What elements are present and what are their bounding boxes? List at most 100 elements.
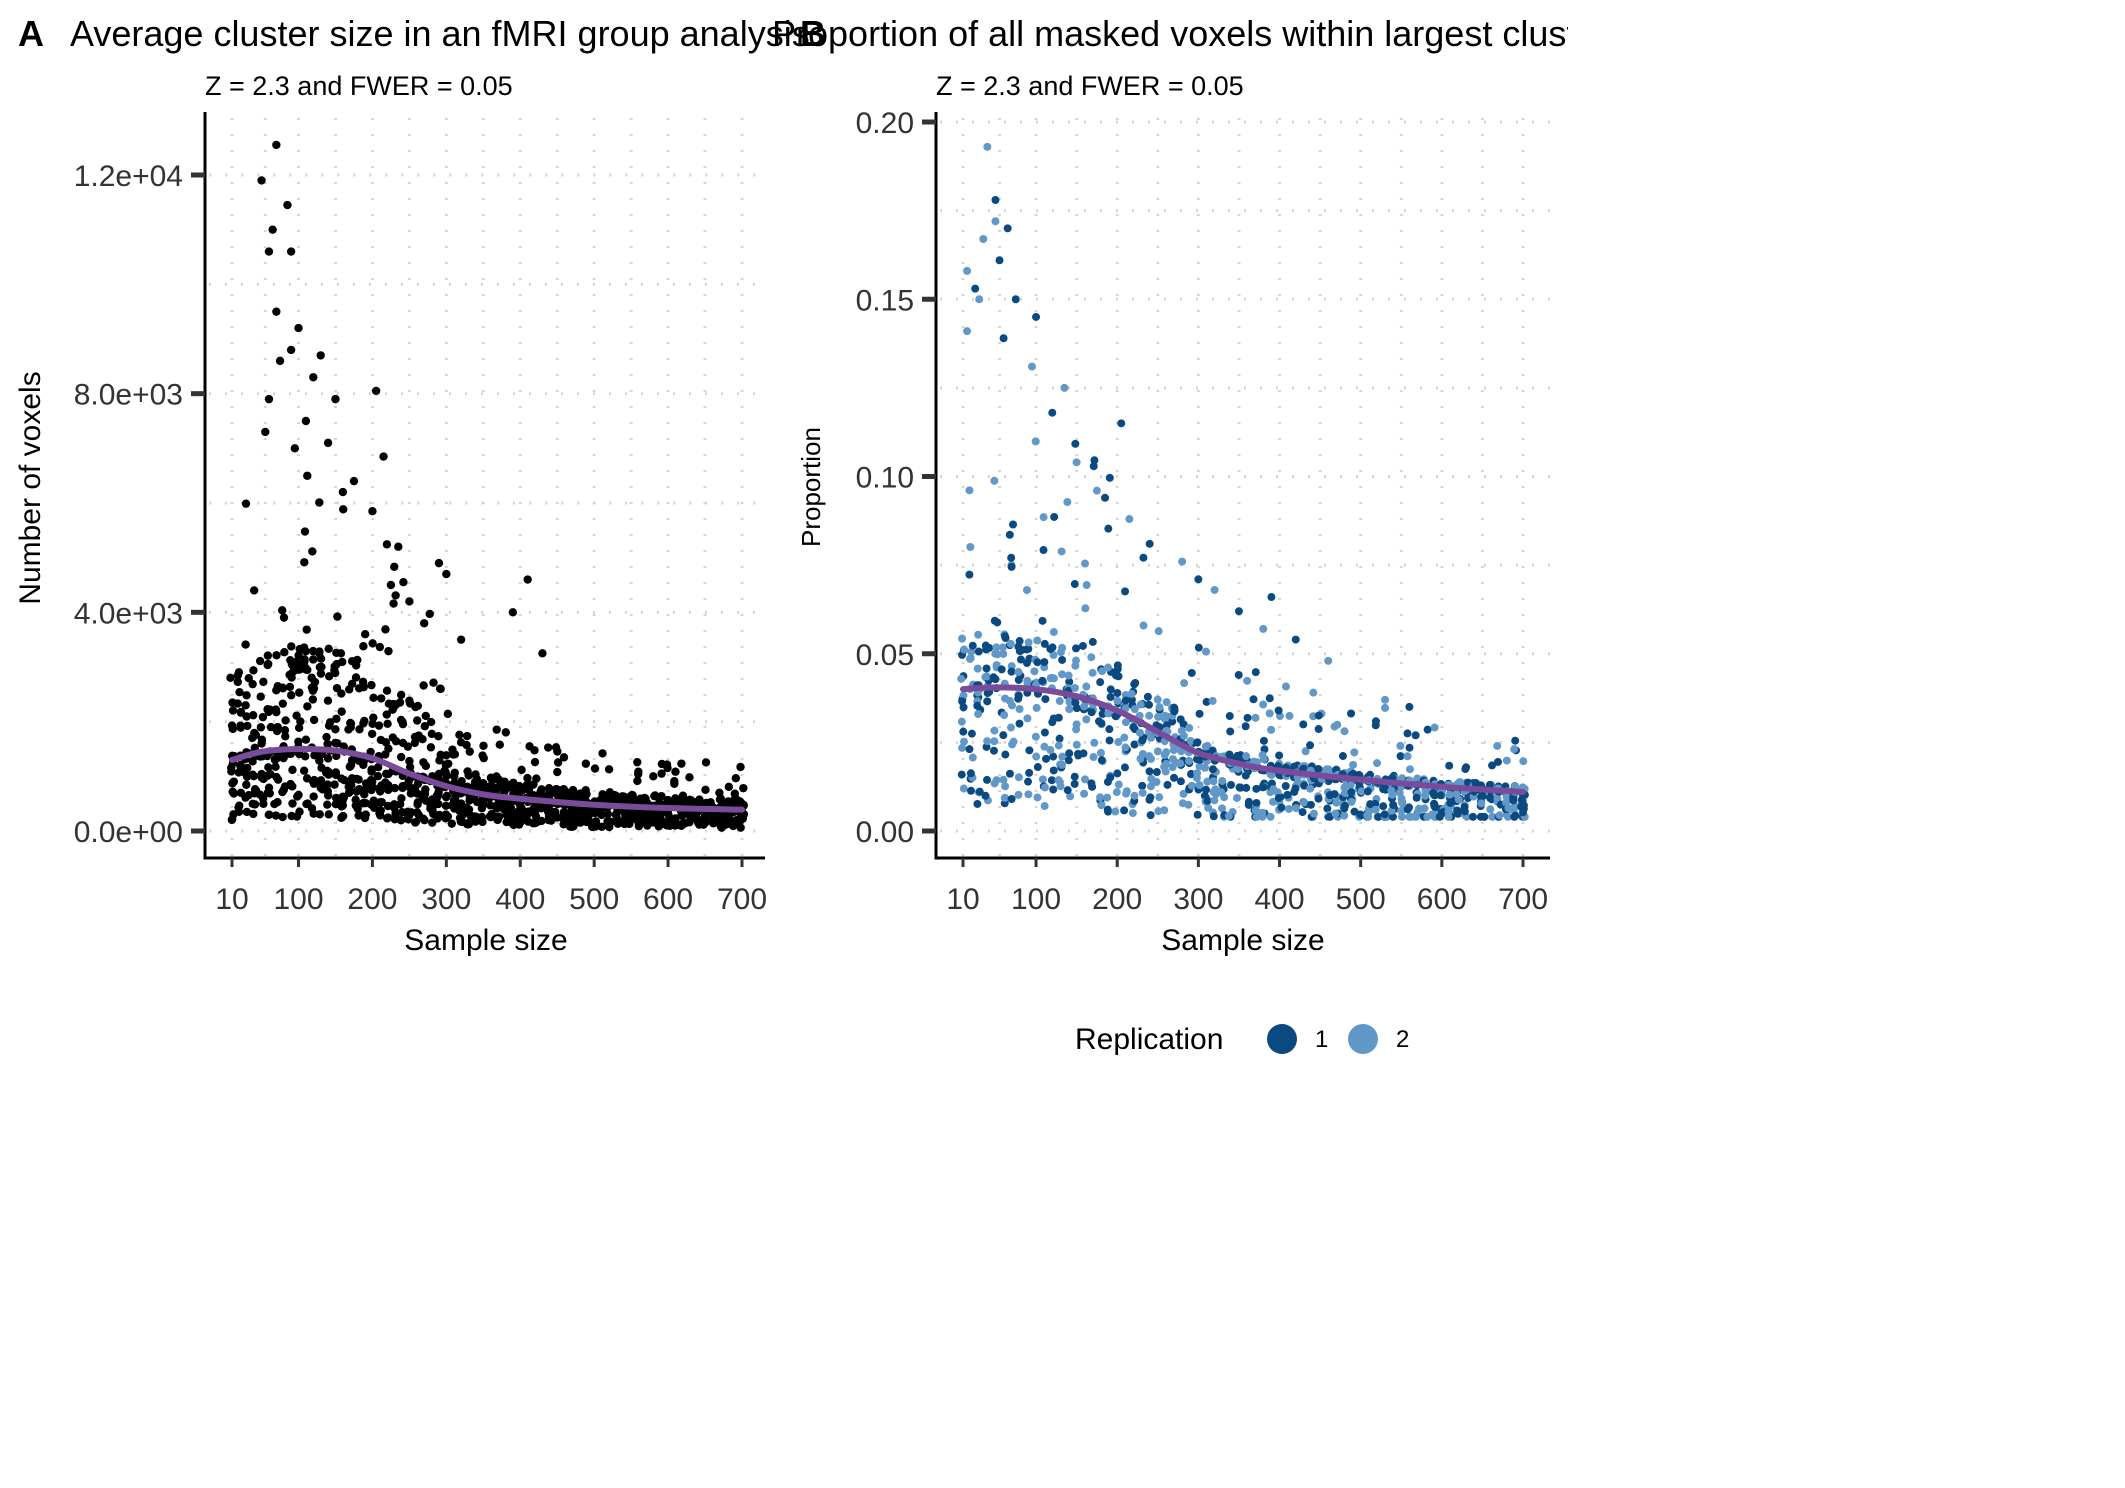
panel-a-point xyxy=(426,717,436,727)
panel-a-point xyxy=(434,787,443,797)
panel-b-point xyxy=(1405,812,1414,821)
panel-b-outlier-point xyxy=(983,142,992,151)
panel-a-point xyxy=(279,613,289,622)
panel-a-point xyxy=(303,471,312,480)
panel-b-point xyxy=(1105,725,1114,734)
panel-b-point xyxy=(1038,616,1047,625)
panel-a-point xyxy=(435,756,444,765)
panel-a-point xyxy=(369,693,378,703)
panel-b-point xyxy=(957,674,966,683)
panel-a-point xyxy=(292,711,301,720)
panel-a-point xyxy=(309,655,318,664)
panel-a-point xyxy=(346,718,355,728)
panel-a-point xyxy=(442,792,451,802)
panel-a-outlier-point xyxy=(379,452,388,461)
panel-a-x-tick-label: 300 xyxy=(421,883,471,916)
panel-a-point xyxy=(517,765,526,775)
panel-a-point xyxy=(242,712,251,721)
panel-b-point xyxy=(1129,723,1138,732)
panel-b-point xyxy=(1162,698,1171,707)
panel-a-point xyxy=(633,776,642,786)
panel-b-point xyxy=(1504,812,1513,821)
panel-b-point xyxy=(1395,788,1404,797)
panel-b-point xyxy=(990,476,999,485)
panel-a-point xyxy=(495,740,504,749)
panel-b-outlier-point xyxy=(1381,695,1390,704)
panel-b-point xyxy=(1135,728,1144,737)
panel-b-point xyxy=(1096,793,1105,802)
panel-a-point xyxy=(241,701,250,710)
panel-a-point xyxy=(345,786,354,796)
panel-a-point xyxy=(383,785,393,795)
panel-b-point xyxy=(1357,787,1366,796)
panel-b-point xyxy=(1274,706,1283,715)
panel-b-point xyxy=(1277,803,1286,812)
panel-a-point xyxy=(322,732,331,742)
panel-a-point xyxy=(374,721,384,730)
panel-b-point xyxy=(1371,717,1380,726)
panel-a-point xyxy=(543,743,553,752)
panel-a-point xyxy=(604,765,614,774)
panel-b-outlier-point xyxy=(1060,383,1069,392)
panel-a-point xyxy=(309,715,319,725)
panel-a-point xyxy=(390,783,399,793)
panel-b-point xyxy=(1024,638,1033,647)
panel-a-point xyxy=(299,766,309,775)
panel-b-point xyxy=(1186,737,1195,746)
panel-b-point xyxy=(1413,774,1422,783)
panel-a-point xyxy=(331,768,341,777)
panel-b-outlier-point xyxy=(1072,458,1081,467)
panel-a-point xyxy=(559,814,568,824)
panel-b-point xyxy=(968,641,977,650)
panel-a-point xyxy=(270,799,279,809)
panel-a-grid xyxy=(209,117,765,856)
panel-b-point xyxy=(1040,783,1049,792)
panel-b-point xyxy=(960,645,969,654)
panel-a-point xyxy=(412,716,422,725)
panel-a-point xyxy=(501,728,511,737)
panel-b-point xyxy=(1511,736,1520,745)
panel-b-point xyxy=(1113,689,1122,698)
panel-b-outlier-point xyxy=(963,327,972,336)
panel-b-point xyxy=(1347,797,1356,806)
panel-a-y-tick-label: 1.2e+04 xyxy=(74,160,183,193)
panel-a-point xyxy=(715,788,724,798)
panel-b-point xyxy=(1242,752,1251,761)
panel-b-point xyxy=(1347,709,1356,718)
panel-a-point xyxy=(227,721,237,730)
panel-b-point xyxy=(1234,754,1243,763)
panel-b-outlier-point xyxy=(1003,224,1012,233)
panel-a-point xyxy=(233,699,243,708)
panel-a-point xyxy=(242,763,252,773)
panel-a-point xyxy=(288,765,297,775)
panel-a-point xyxy=(280,725,290,735)
panel-b-smooth xyxy=(960,684,1526,796)
panel-b-point xyxy=(1121,587,1130,596)
panel-a-point xyxy=(280,648,289,657)
panel-a-point xyxy=(492,725,501,734)
panel-b-point xyxy=(1001,750,1010,759)
panel-b-point xyxy=(1121,743,1130,752)
panel-a-point xyxy=(272,772,281,782)
panel-a-point xyxy=(396,816,406,825)
panel-b-point xyxy=(1405,743,1414,752)
panel-a-point xyxy=(471,812,480,822)
panel-a-point xyxy=(308,547,317,556)
panel-a-point xyxy=(338,657,347,667)
panel-b-point xyxy=(1349,760,1358,769)
panel-b-point xyxy=(1090,738,1099,747)
panel-b-point xyxy=(1055,734,1064,743)
panel-b-y-tick-label: 0.00 xyxy=(856,816,914,849)
panel-b-point xyxy=(1087,779,1096,788)
panel-b-point xyxy=(974,710,983,719)
panel-b-point xyxy=(1138,788,1147,797)
panel-a-point xyxy=(395,698,405,707)
panel-a-point xyxy=(236,761,245,771)
panel-a-x-tick-label: 100 xyxy=(273,883,323,916)
panel-b-point xyxy=(1082,682,1091,691)
panel-a-point xyxy=(709,819,718,828)
panel-a-point xyxy=(529,780,538,789)
panel-a-point xyxy=(450,750,460,759)
panel-a-point xyxy=(678,791,688,800)
panel-b-point xyxy=(1502,756,1511,765)
